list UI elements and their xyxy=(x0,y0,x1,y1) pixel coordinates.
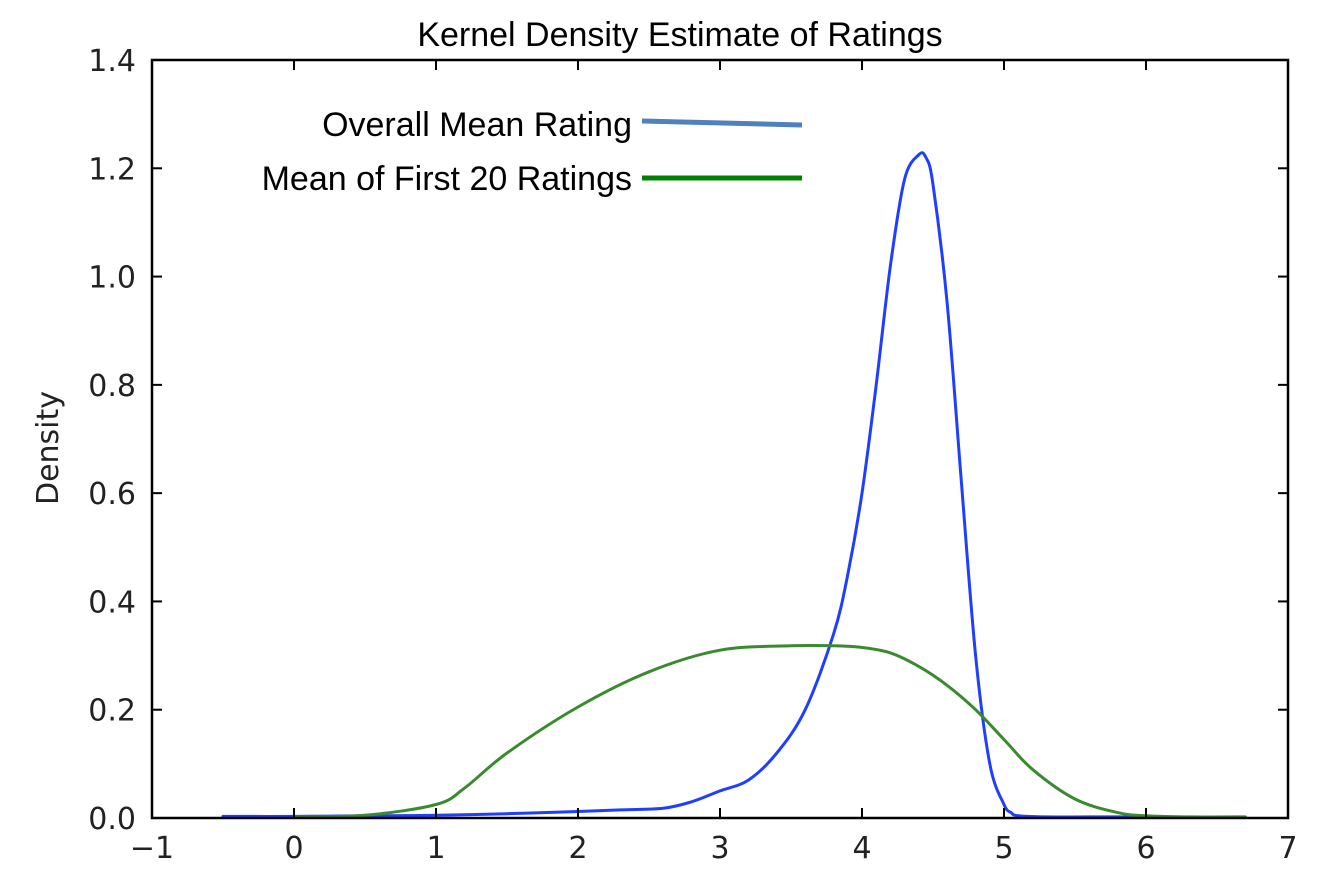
x-tick-label: 2 xyxy=(568,831,587,866)
x-tick-label: 1 xyxy=(426,831,445,866)
y-tick-label: 1.4 xyxy=(88,44,136,79)
legend-label-1: Overall Mean Rating xyxy=(322,106,632,144)
series-line-1 xyxy=(221,151,1148,819)
x-tick-label: −1 xyxy=(130,831,174,866)
y-tick-label: 0.2 xyxy=(88,694,136,729)
chart-title: Kernel Density Estimate of Ratings xyxy=(417,16,942,54)
legend-swatch-1 xyxy=(641,118,803,128)
x-tick-label: 6 xyxy=(1136,831,1155,866)
x-tick-label: 5 xyxy=(994,831,1013,866)
y-axis-label: Density xyxy=(31,391,66,505)
legend-label-2: Mean of First 20 Ratings xyxy=(262,160,632,198)
y-tick-label: 0.0 xyxy=(88,802,136,837)
plot-area xyxy=(221,151,1247,819)
series-line-2 xyxy=(292,643,1247,819)
x-tick-label: 3 xyxy=(710,831,729,866)
y-tick-label: 0.6 xyxy=(88,477,136,512)
y-tick-label: 1.0 xyxy=(88,261,136,296)
x-tick-label: 7 xyxy=(1278,831,1297,866)
x-tick-label: 0 xyxy=(284,831,303,866)
legend: Overall Mean Rating Mean of First 20 Rati… xyxy=(262,106,803,198)
y-tick-label: 0.4 xyxy=(88,585,136,620)
x-tick-label: 4 xyxy=(852,831,871,866)
y-tick-label: 0.8 xyxy=(88,369,136,404)
y-tick-label: 1.2 xyxy=(88,152,136,187)
